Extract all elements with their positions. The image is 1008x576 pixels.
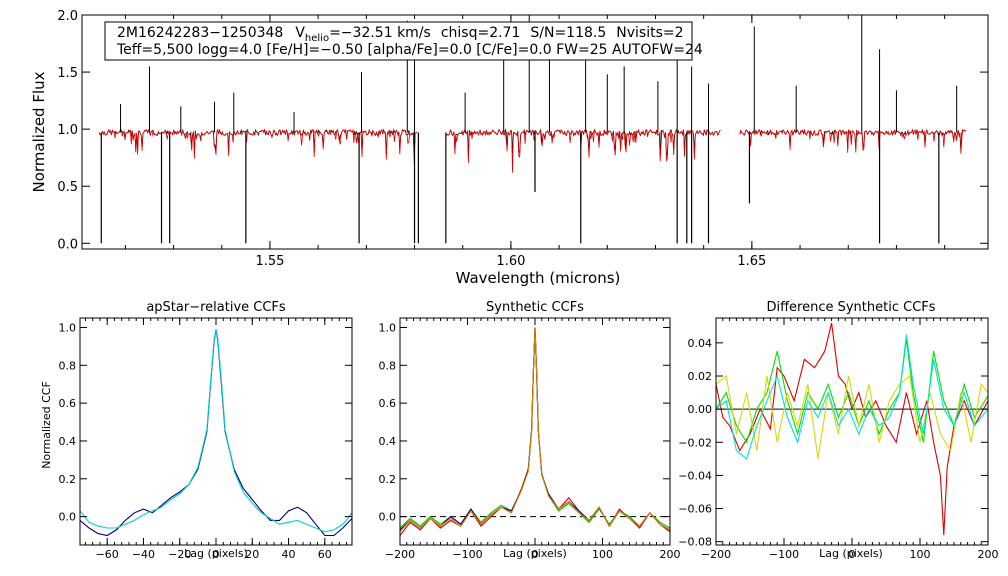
vhelio-subscript: helio bbox=[305, 33, 329, 44]
synthetic-ccf-ccf-navy-line bbox=[400, 329, 670, 531]
difference-ccf-frame bbox=[715, 317, 989, 546]
spectrum-xtick-label: 1.60 bbox=[496, 254, 525, 269]
apstar-ccf-ytick-label: 0.8 bbox=[59, 359, 77, 372]
spectrum-ylabel: Normalized Flux bbox=[30, 71, 48, 192]
synthetic-ccf-xlabel: Lag (pixels) bbox=[503, 547, 567, 560]
synthetic-ccf-xtick-label: 100 bbox=[592, 548, 613, 561]
spectrum-ytick-label: 0.0 bbox=[57, 237, 78, 252]
synthetic-ccf-panel: Synthetic CCFs Lag (pixels) −200 −100 0 100… bbox=[379, 300, 681, 561]
spectrum-ytick-label: 0.5 bbox=[57, 180, 78, 195]
apstar-ccf-ytick-label: 0.2 bbox=[59, 473, 77, 486]
model-spectrum-chip-2 bbox=[445, 128, 721, 173]
apstar-ccf-xtick-label: 20 bbox=[245, 548, 259, 561]
synthetic-ccf-ytick-label: 0.8 bbox=[379, 359, 397, 372]
observed-spectrum-chip-3 bbox=[739, 128, 967, 150]
difference-ccf-ytick-label: 0.02 bbox=[688, 370, 713, 383]
apstar-ccf-xlabel: Lag (pixels) bbox=[184, 547, 248, 560]
difference-ccf-ytick-label: 0.00 bbox=[688, 403, 713, 416]
spectrum-xtick-label: 1.55 bbox=[255, 254, 284, 269]
difference-ccf-panel: Difference Synthetic CCFs Lag (pixels) −… bbox=[678, 300, 998, 561]
chisq-value: chisq=2.71 bbox=[441, 25, 521, 41]
difference-ccf-xtick-label: 0 bbox=[849, 548, 856, 561]
synthetic-ccf-ytick-label: 0.0 bbox=[379, 511, 397, 524]
spectrum-panel: 1.55 1.60 1.65 0.0 0.5 1.0 1.5 2.0 Wavelength (… bbox=[30, 9, 989, 287]
vhelio-value: =−32.51 km/s bbox=[329, 25, 431, 41]
apstar-ccf-xtick-label: −20 bbox=[168, 548, 191, 561]
apstar-ccf-xtick-label: −60 bbox=[96, 548, 119, 561]
difference-ccf-diff-cyan-line bbox=[716, 334, 988, 460]
sn-value: S/N=118.5 bbox=[530, 25, 606, 41]
apstar-ccf-xtick-label: 60 bbox=[318, 548, 332, 561]
synthetic-ccf-ytick-label: 1.0 bbox=[379, 321, 397, 334]
star-id: 2M16242283−1250348 bbox=[117, 25, 283, 41]
difference-ccf-ytick-label: −0.02 bbox=[678, 436, 712, 449]
synthetic-ccf-xtick-label: −200 bbox=[385, 548, 415, 561]
synthetic-ccf-xtick-label: −100 bbox=[452, 548, 482, 561]
spectrum-ytick-label: 1.0 bbox=[57, 123, 78, 138]
spectrum-ytick-label: 2.0 bbox=[57, 9, 78, 24]
info-line-2: Teff=5,500 logg=4.0 [Fe/H]=−0.50 [alpha/… bbox=[116, 42, 703, 58]
difference-ccf-xtick-label: 100 bbox=[910, 548, 931, 561]
synthetic-ccf-ytick-label: 0.4 bbox=[379, 435, 397, 448]
info-box bbox=[104, 21, 693, 61]
apstar-ccf-ccf-1-line bbox=[80, 329, 352, 537]
difference-ccf-ytick-label: 0.04 bbox=[688, 337, 713, 350]
vhelio-label: V bbox=[295, 25, 305, 41]
apstar-ccf-title: apStar−relative CCFs bbox=[146, 300, 286, 315]
apstar-ccf-ytick-label: 1.0 bbox=[59, 321, 77, 334]
apstar-ccf-xtick-label: 40 bbox=[282, 548, 296, 561]
spectrum-xtick-label: 1.65 bbox=[737, 254, 766, 269]
apstar-ccf-xtick-label: 0 bbox=[213, 548, 220, 561]
synthetic-ccf-title: Synthetic CCFs bbox=[486, 300, 584, 315]
spectrum-ticks: 1.55 1.60 1.65 0.0 0.5 1.0 1.5 2.0 bbox=[57, 9, 988, 269]
nvisits-value: Nvisits=2 bbox=[616, 25, 683, 41]
difference-ccf-xtick-label: −100 bbox=[769, 548, 799, 561]
difference-ccf-xlabel: Lag (pixels) bbox=[819, 547, 883, 560]
spectrum-xlabel: Wavelength (microns) bbox=[456, 269, 621, 287]
synthetic-ccf-ccf-red-line bbox=[400, 327, 670, 536]
synthetic-ccf-ytick-label: 0.6 bbox=[379, 397, 397, 410]
spectrum-frame bbox=[81, 14, 989, 250]
synthetic-ccf-frame bbox=[399, 317, 671, 546]
model-spectrum-chip-1 bbox=[98, 128, 418, 164]
apstar-ccf-xtick-label: −40 bbox=[132, 548, 155, 561]
difference-ccf-diff-red-line bbox=[716, 322, 988, 536]
model-spectrum-chip-3 bbox=[739, 128, 967, 154]
info-line-1: 2M16242283−1250348 Vhelio=−32.51 km/s chis… bbox=[117, 25, 684, 44]
difference-ccf-ytick-label: −0.08 bbox=[678, 536, 712, 549]
apstar-ccf-ytick-label: 0.6 bbox=[59, 397, 77, 410]
synthetic-ccf-xtick-label: 200 bbox=[660, 548, 681, 561]
difference-ccf-ytick-label: −0.04 bbox=[678, 469, 712, 482]
apstar-ccf-ccf-2-line bbox=[80, 329, 352, 533]
spectrum-ytick-label: 1.5 bbox=[57, 66, 78, 81]
apstar-ccf-ytick-label: 0.0 bbox=[59, 511, 77, 524]
synthetic-ccf-ccf-green-line bbox=[400, 329, 670, 529]
difference-ccf-xtick-label: 200 bbox=[978, 548, 999, 561]
synthetic-ccf-ytick-label: 0.2 bbox=[379, 473, 397, 486]
apstar-ccf-panel: apStar−relative CCFs Lag (pixels) Normal… bbox=[40, 300, 353, 561]
apstar-ccf-ytick-label: 0.4 bbox=[59, 435, 77, 448]
apstar-ccf-ylabel: Normalized CCF bbox=[40, 381, 53, 469]
apstar-ccf-frame bbox=[79, 317, 353, 546]
difference-ccf-xtick-label: −200 bbox=[701, 548, 731, 561]
difference-ccf-ytick-label: −0.06 bbox=[678, 503, 712, 516]
difference-ccf-diff-green-line bbox=[716, 339, 988, 444]
apstar-ccf-series bbox=[80, 329, 352, 537]
difference-ccf-title: Difference Synthetic CCFs bbox=[766, 300, 935, 315]
synthetic-ccf-xtick-label: 0 bbox=[532, 548, 539, 561]
synthetic-ccf-series bbox=[400, 327, 670, 536]
synthetic-ccf-ccf-orange-line bbox=[400, 329, 670, 533]
difference-ccf-series bbox=[716, 322, 988, 536]
